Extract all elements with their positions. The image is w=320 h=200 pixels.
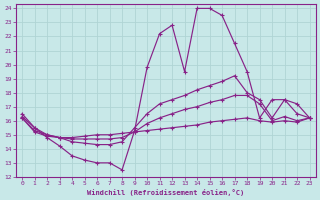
X-axis label: Windchill (Refroidissement éolien,°C): Windchill (Refroidissement éolien,°C) xyxy=(87,189,244,196)
